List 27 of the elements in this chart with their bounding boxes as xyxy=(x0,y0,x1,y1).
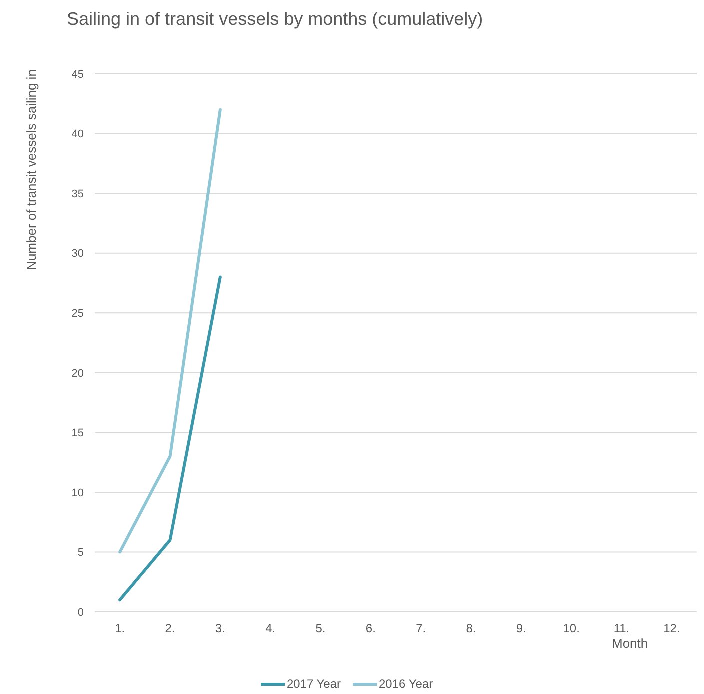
x-tick-label: 8. xyxy=(466,622,476,636)
x-tick-label: 4. xyxy=(266,622,276,636)
x-tick-label: 12. xyxy=(664,622,680,636)
x-tick-label: 6. xyxy=(366,622,376,636)
y-tick-label: 0 xyxy=(78,606,84,619)
x-tick-label: 11. xyxy=(614,622,630,636)
y-tick-label: 20 xyxy=(72,368,84,380)
legend-label: 2016 Year xyxy=(379,676,434,692)
x-tick-label: 9. xyxy=(516,622,526,636)
x-tick-label: 5. xyxy=(316,622,326,636)
x-tick-label: 10. xyxy=(563,622,580,636)
y-tick-label: 40 xyxy=(72,128,84,141)
chart-title: Sailing in of transit vessels by months (cumulatively) xyxy=(67,8,484,30)
y-tick-label: 45 xyxy=(72,68,84,81)
y-tick-label: 30 xyxy=(72,248,84,260)
legend-label: 2017 Year xyxy=(286,676,341,692)
x-tick-label: 1. xyxy=(115,622,126,636)
y-axis-title: Number of transit vessels sailing in xyxy=(24,68,40,272)
y-tick-label: 35 xyxy=(72,188,84,200)
y-tick-label: 15 xyxy=(72,428,84,440)
x-tick-label: 2. xyxy=(165,622,176,636)
x-tick-label: 3. xyxy=(215,622,226,636)
x-axis-title: Month xyxy=(612,636,648,652)
y-tick-label: 10 xyxy=(72,487,84,500)
y-tick-label: 5 xyxy=(78,547,84,560)
y-tick-label: 25 xyxy=(72,308,84,320)
x-tick-label: 7. xyxy=(416,622,426,636)
